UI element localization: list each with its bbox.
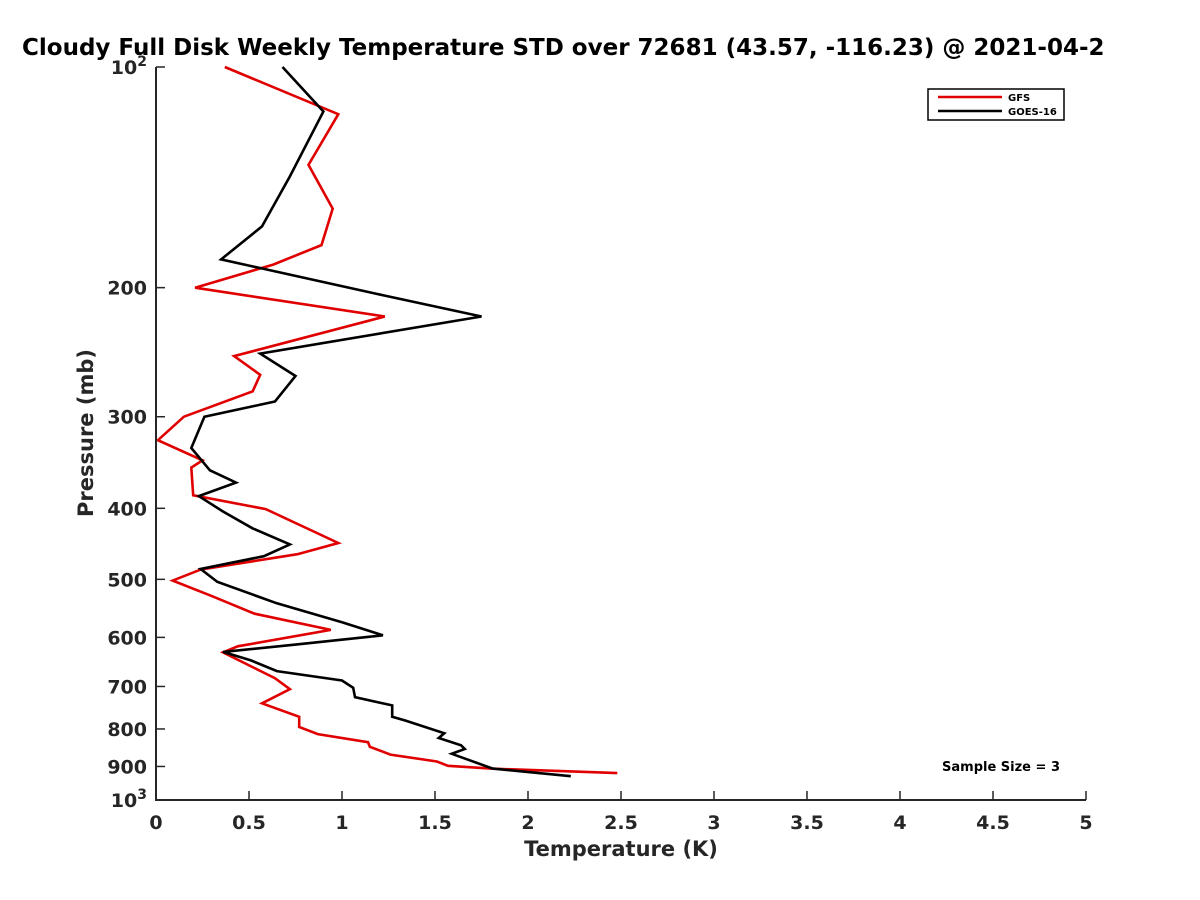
- y-tick-label: 700: [107, 676, 147, 698]
- series-line-gfs: [155, 65, 618, 775]
- x-tick-label: 2.5: [604, 812, 638, 834]
- legend-label-gfs: GFS: [1008, 93, 1030, 104]
- x-tick-label: 3.5: [790, 812, 824, 834]
- x-tick-label: 0: [149, 812, 162, 834]
- y-tick-label: 102: [111, 54, 147, 79]
- y-ticks: 102 200 300 400 500 600 700 800 900 103: [107, 54, 165, 812]
- x-tick-label: 3: [707, 812, 720, 834]
- series-line-goes-16: [189, 66, 571, 778]
- legend: GFS GOES-16: [927, 88, 1065, 121]
- chart-title: Cloudy Full Disk Weekly Temperature STD …: [22, 35, 1105, 61]
- y-tick-label: 900: [107, 756, 147, 778]
- y-tick-label: 800: [107, 719, 147, 741]
- x-axis-label: Temperature (K): [524, 837, 718, 861]
- x-ticks: 0 0.5 1 1.5 2 2.5 3 3.5 4 4.5 5: [149, 791, 1093, 834]
- x-tick-label: 1.5: [418, 812, 452, 834]
- x-tick-label: 4: [893, 812, 906, 834]
- legend-label-goes16: GOES-16: [1008, 107, 1057, 118]
- y-tick-label: 300: [107, 407, 147, 429]
- y-tick-label: 400: [107, 498, 147, 520]
- x-tick-label: 5: [1079, 812, 1092, 834]
- y-tick-label: 600: [107, 627, 147, 649]
- x-tick-label: 0.5: [232, 812, 266, 834]
- y-tick-label: 103: [111, 787, 147, 812]
- y-axis-label: Pressure (mb): [74, 349, 98, 517]
- series-layer: [155, 65, 618, 778]
- x-tick-label: 1: [335, 812, 348, 834]
- x-tick-label: 4.5: [976, 812, 1010, 834]
- y-tick-label: 500: [107, 569, 147, 591]
- legend-box: [927, 88, 1065, 121]
- plot-area: [155, 65, 618, 778]
- y-tick-label: 200: [107, 278, 147, 300]
- x-tick-label: 2: [521, 812, 534, 834]
- sample-size-annotation: Sample Size = 3: [942, 760, 1060, 775]
